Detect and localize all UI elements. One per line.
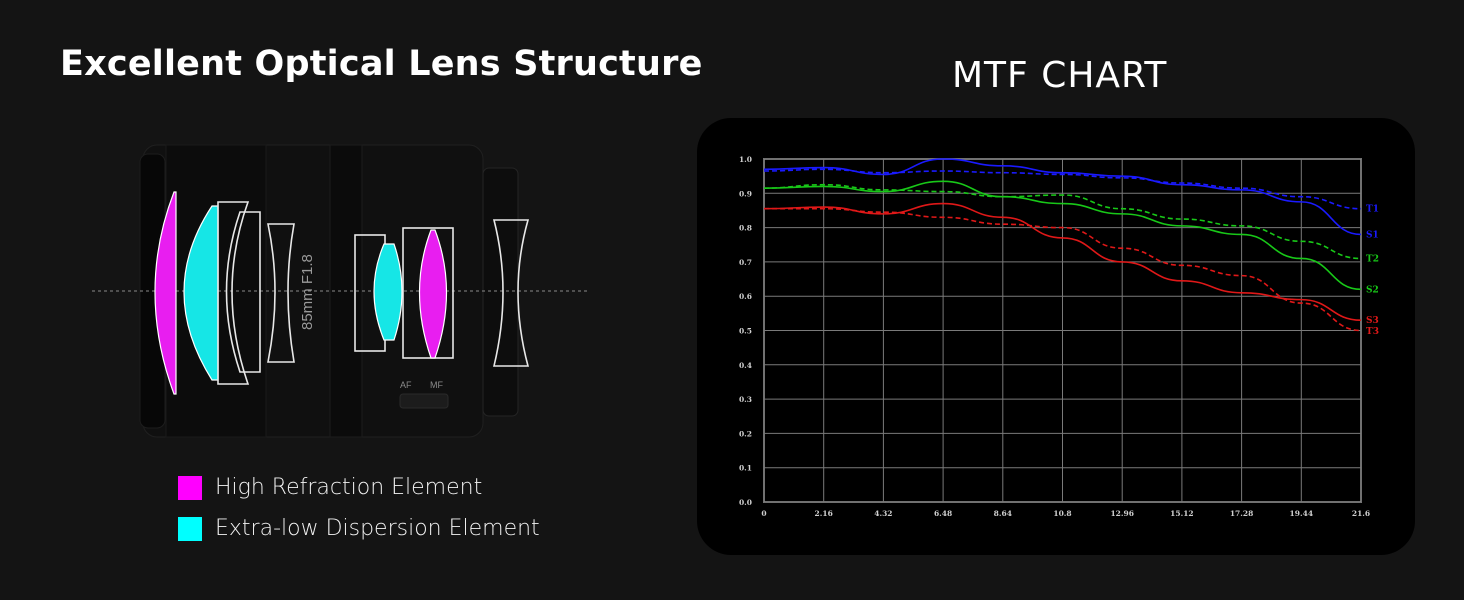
- y-tick-label: 0.3: [739, 395, 752, 404]
- legend: High Refraction Element Extra-low Disper…: [178, 475, 540, 557]
- high-refraction-element-1: [154, 191, 177, 395]
- legend-item-extra-low-dispersion: Extra-low Dispersion Element: [178, 516, 540, 541]
- x-tick-label: 6.48: [934, 509, 952, 518]
- af-label: AF: [400, 380, 412, 390]
- y-tick-label: 0.2: [739, 429, 752, 438]
- x-tick-label: 8.64: [994, 509, 1012, 518]
- extra-low-dispersion-element-1: [183, 205, 219, 381]
- series-label-s2: S2: [1366, 285, 1379, 295]
- legend-label: High Refraction Element: [215, 475, 483, 500]
- series-line-s1: [763, 158, 1362, 236]
- legend-item-high-refraction: High Refraction Element: [178, 475, 540, 500]
- series-line-t1: [763, 168, 1362, 210]
- x-tick-label: 12.96: [1110, 509, 1134, 518]
- x-tick-label: 2.16: [815, 509, 833, 518]
- af-mf-switch: [399, 393, 449, 409]
- y-tick-label: 0.9: [739, 189, 752, 198]
- series-line-s3: [763, 202, 1362, 322]
- x-tick-label: 19.44: [1290, 509, 1314, 518]
- lens-mount: [482, 167, 519, 417]
- x-tick-label: 21.6: [1352, 509, 1370, 518]
- y-tick-label: 0.6: [739, 292, 752, 301]
- y-tick-label: 0.1: [739, 464, 752, 473]
- x-tick-label: 0: [761, 509, 766, 518]
- legend-label: Extra-low Dispersion Element: [215, 516, 540, 541]
- chart-title: MTF CHART: [952, 55, 1168, 96]
- mf-label: MF: [430, 380, 443, 390]
- lens-element-outline-3: [267, 223, 295, 363]
- lens-element-outline-1: [217, 201, 250, 385]
- lens-element-outline-6: [492, 219, 530, 367]
- y-tick-label: 1.0: [739, 155, 752, 164]
- cyan-swatch: [178, 516, 202, 541]
- y-tick-label: 0.8: [739, 224, 752, 233]
- series-label-s3: S3: [1366, 316, 1379, 326]
- series-label-t3: T3: [1366, 327, 1379, 337]
- x-tick-label: 15.12: [1170, 509, 1194, 518]
- y-tick-label: 0.5: [739, 327, 752, 336]
- lens-diagram: 85mm F1.8 AF MF: [92, 144, 590, 438]
- lens-element-outline-2: [225, 211, 261, 373]
- y-tick-label: 0.0: [739, 498, 752, 507]
- x-tick-label: 10.8: [1053, 509, 1071, 518]
- magenta-swatch: [178, 475, 202, 500]
- series-line-t2: [763, 183, 1362, 260]
- series-label-s1: S1: [1366, 230, 1379, 240]
- series-label-t1: T1: [1366, 205, 1379, 215]
- lens-element-outline-5: [402, 227, 454, 359]
- series-label-t2: T2: [1366, 254, 1379, 264]
- y-tick-label: 0.4: [739, 361, 752, 370]
- x-tick-label: 4.32: [874, 509, 892, 518]
- high-refraction-element-2: [418, 229, 448, 359]
- mtf-chart: 0 2.16 4.32 6.48 8.64 10.8 12.96 15.12 17.28 19.4…: [739, 155, 1379, 518]
- mtf-chart-card: 0 2.16 4.32 6.48 8.64 10.8 12.96 15.12 17.28 19.4…: [697, 118, 1415, 555]
- x-tick-label: 17.28: [1230, 509, 1254, 518]
- y-tick-label: 0.7: [739, 258, 752, 267]
- page-title: Excellent Optical Lens Structure: [60, 44, 703, 84]
- series-line-s2: [763, 180, 1362, 291]
- series-line-t3: [764, 207, 1362, 332]
- extra-low-dispersion-element-2: [373, 243, 403, 341]
- barrel-text: 85mm F1.8: [299, 254, 316, 330]
